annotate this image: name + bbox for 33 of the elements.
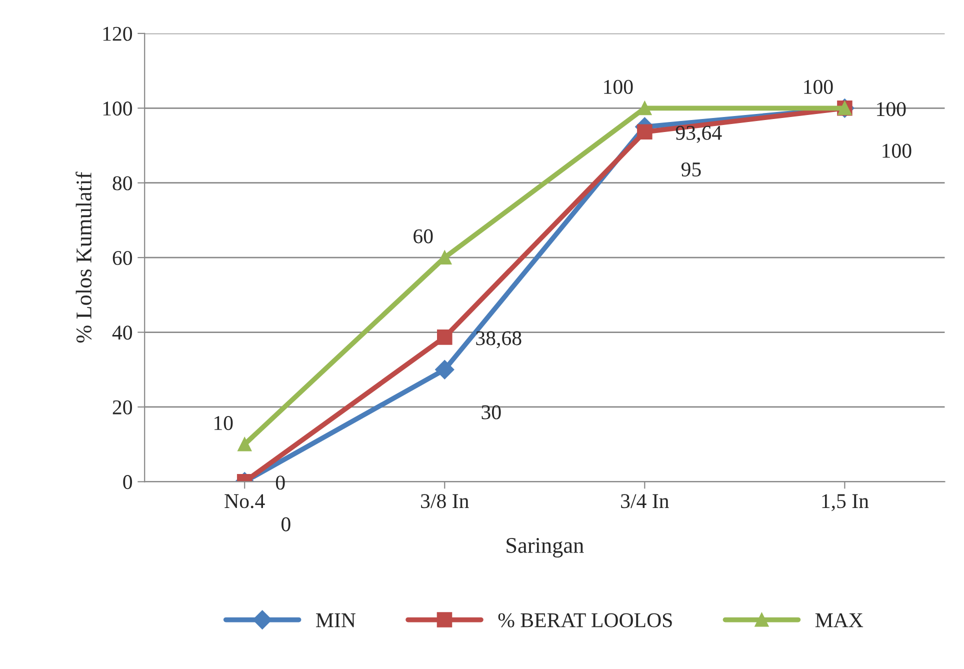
data-label: 0 [282, 517, 290, 532]
point [437, 330, 452, 345]
data-label: 0 [276, 476, 285, 490]
data-label: 100 [882, 144, 912, 158]
point [638, 101, 652, 116]
y-tick-label: 60 [112, 250, 132, 265]
y-tick-label: 120 [103, 26, 132, 41]
point [238, 437, 252, 452]
legend-label: MAX [815, 613, 864, 628]
data-label: 10 [214, 416, 233, 430]
point [637, 124, 652, 140]
data-label: 38,68 [476, 331, 522, 348]
data-label: 95 [681, 162, 701, 176]
legend-label: % BERAT LOOLOS [498, 613, 672, 628]
y-tick-label: 40 [112, 326, 132, 340]
x-axis-title: Saringan [506, 538, 584, 558]
data-label: 100 [804, 80, 833, 94]
data-label: 60 [414, 229, 433, 244]
x-tick-label: 3/8 In [421, 494, 469, 508]
y-tick-label: 100 [103, 102, 132, 116]
data-label: 100 [877, 102, 906, 116]
y-tick-label: 20 [112, 400, 132, 414]
data-label: 30 [482, 405, 501, 420]
y-axis-title: % Lolos Kumulatif [76, 172, 92, 343]
x-tick-label: 1,5 In [822, 494, 869, 512]
point [435, 360, 454, 380]
x-tick-label: 3/4 In [621, 494, 669, 508]
x-tick-label: No.4 [224, 494, 265, 508]
y-tick-label: 0 [123, 475, 132, 490]
data-label: 93,64 [676, 126, 722, 143]
legend-label: MIN [316, 613, 356, 628]
y-tick-label: 80 [112, 176, 132, 190]
data-label: 100 [604, 80, 633, 94]
